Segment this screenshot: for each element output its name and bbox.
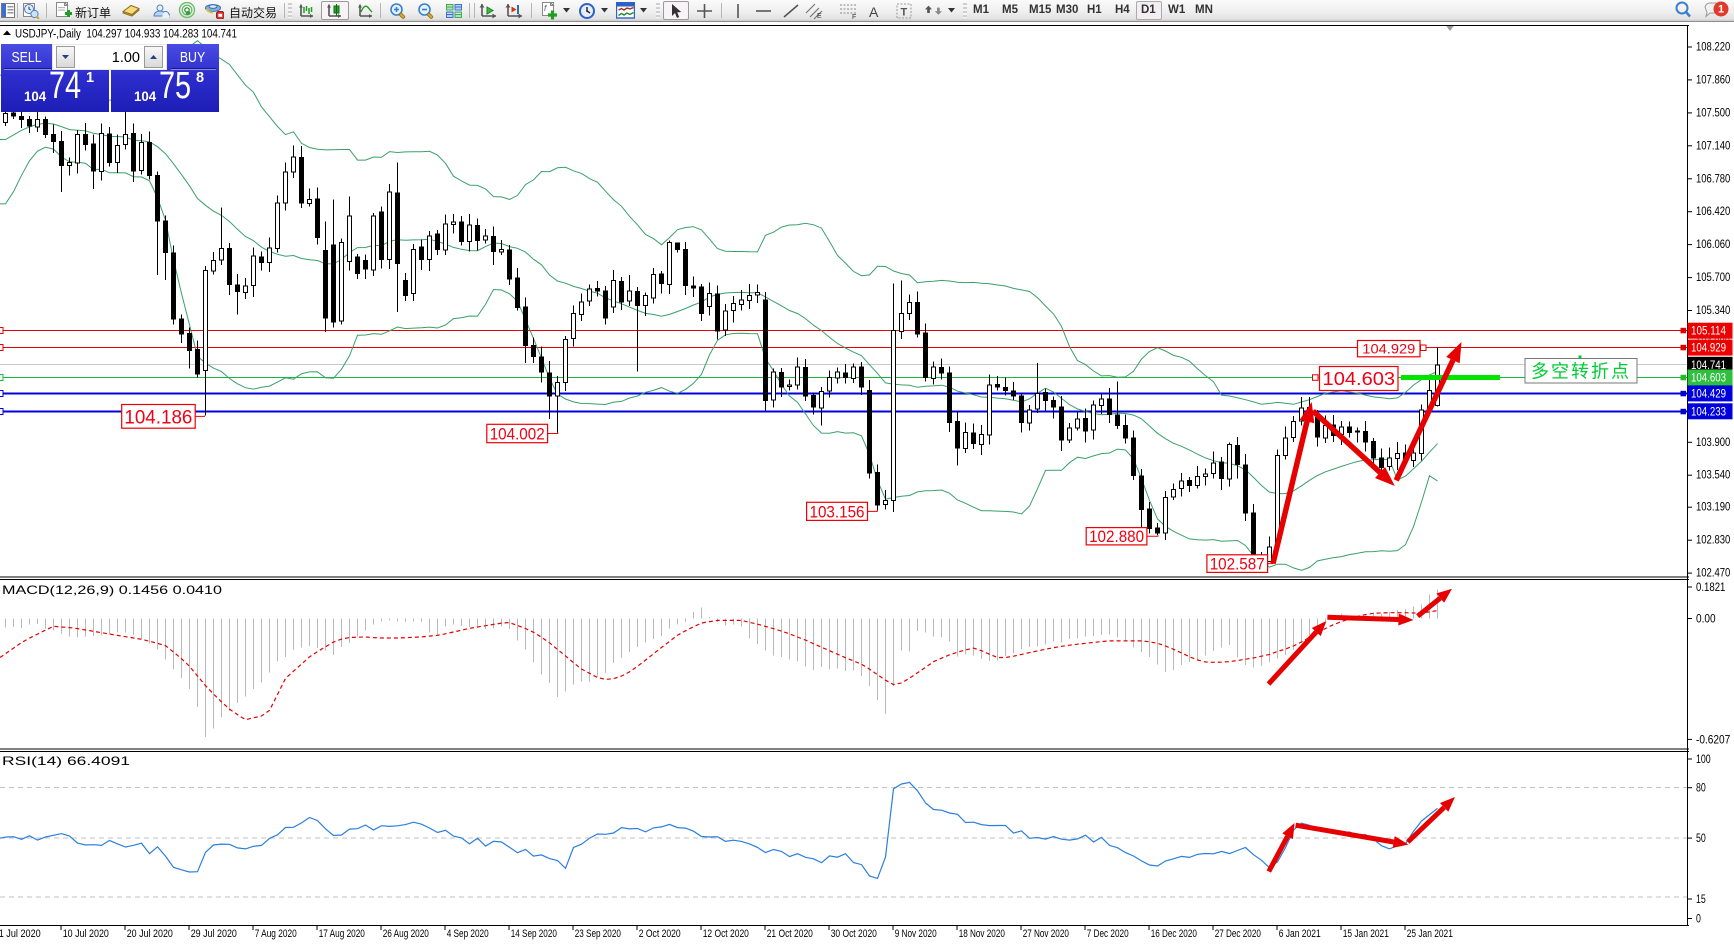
svg-text:7 Dec 2020: 7 Dec 2020: [1087, 928, 1129, 940]
svg-text:25 Jan 2021: 25 Jan 2021: [1407, 928, 1453, 940]
svg-text:20 Jul 2020: 20 Jul 2020: [127, 928, 173, 940]
svg-text:102.470: 102.470: [1696, 568, 1730, 580]
svg-text:105.114: 105.114: [1691, 326, 1727, 338]
svg-text:102.830: 102.830: [1696, 535, 1730, 547]
svg-text:MACD(12,26,9) 0.1456 0.0410: MACD(12,26,9) 0.1456 0.0410: [2, 583, 222, 597]
svg-text:21 Oct 2020: 21 Oct 2020: [767, 928, 813, 940]
svg-text:50: 50: [1696, 833, 1706, 845]
svg-text:-0.6207: -0.6207: [1696, 734, 1730, 746]
svg-text:T: T: [901, 7, 908, 19]
svg-text:104.002: 104.002: [490, 425, 545, 443]
svg-text:16 Dec 2020: 16 Dec 2020: [1151, 928, 1197, 940]
svg-text:F: F: [852, 14, 856, 20]
svg-text:1 Jul 2020: 1 Jul 2020: [0, 928, 41, 940]
svg-text:2 Oct 2020: 2 Oct 2020: [639, 928, 681, 940]
svg-text:107.500: 107.500: [1696, 107, 1730, 119]
svg-text:102.587: 102.587: [1210, 556, 1265, 574]
svg-text:80: 80: [1696, 783, 1706, 795]
svg-text:100: 100: [1696, 754, 1711, 766]
svg-text:107.140: 107.140: [1696, 140, 1730, 152]
svg-text:106.060: 106.060: [1696, 239, 1730, 251]
svg-text:12 Oct 2020: 12 Oct 2020: [703, 928, 749, 940]
svg-text:23 Sep 2020: 23 Sep 2020: [575, 928, 621, 940]
svg-text:6 Jan 2021: 6 Jan 2021: [1279, 928, 1321, 940]
svg-text:0.1821: 0.1821: [1696, 582, 1725, 594]
svg-text:106.780: 106.780: [1696, 173, 1730, 185]
svg-text:104.929: 104.929: [1362, 342, 1415, 357]
svg-text:0: 0: [1696, 914, 1701, 926]
svg-text:104.233: 104.233: [1691, 406, 1726, 418]
svg-text:29 Jul 2020: 29 Jul 2020: [191, 928, 237, 940]
svg-text:104.929: 104.929: [1691, 343, 1726, 355]
svg-text:9 Nov 2020: 9 Nov 2020: [895, 928, 937, 940]
svg-text:104.603: 104.603: [1691, 373, 1726, 385]
svg-text:104.603: 104.603: [1323, 369, 1396, 389]
svg-text:多空转折点: 多空转折点: [1531, 362, 1631, 382]
svg-text:10 Jul 2020: 10 Jul 2020: [63, 928, 109, 940]
svg-text:30 Oct 2020: 30 Oct 2020: [831, 928, 877, 940]
svg-text:0.00: 0.00: [1696, 614, 1716, 626]
svg-text:7 Aug 2020: 7 Aug 2020: [255, 928, 297, 940]
svg-text:1: 1: [1718, 4, 1724, 16]
svg-text:105.340: 105.340: [1696, 305, 1730, 317]
svg-text:18 Nov 2020: 18 Nov 2020: [959, 928, 1005, 940]
svg-text:RSI(14) 66.4091: RSI(14) 66.4091: [2, 754, 130, 768]
svg-text:26 Aug 2020: 26 Aug 2020: [383, 928, 429, 940]
svg-text:103.156: 103.156: [810, 503, 865, 521]
svg-text:14 Sep 2020: 14 Sep 2020: [511, 928, 557, 940]
svg-text:103.540: 103.540: [1696, 470, 1730, 482]
svg-text:103.190: 103.190: [1696, 502, 1730, 514]
svg-text:104.429: 104.429: [1691, 388, 1726, 400]
svg-text:USDJPY-,Daily 104.297 104.933: USDJPY-,Daily 104.297 104.933 104.283 10…: [15, 29, 237, 41]
svg-text:E: E: [817, 13, 822, 20]
svg-text:102.880: 102.880: [1089, 528, 1144, 546]
svg-text:15 Jan 2021: 15 Jan 2021: [1343, 928, 1389, 940]
svg-text:27 Nov 2020: 27 Nov 2020: [1023, 928, 1069, 940]
svg-text:4 Sep 2020: 4 Sep 2020: [447, 928, 489, 940]
svg-text:106.420: 106.420: [1696, 206, 1730, 218]
svg-text:f: f: [544, 4, 547, 13]
svg-text:27 Dec 2020: 27 Dec 2020: [1215, 928, 1261, 940]
svg-text:105.700: 105.700: [1696, 272, 1730, 284]
svg-text:103.900: 103.900: [1696, 437, 1730, 449]
svg-text:107.860: 107.860: [1696, 74, 1730, 86]
svg-text:104.186: 104.186: [124, 406, 192, 428]
svg-text:104.741: 104.741: [1691, 360, 1726, 372]
svg-text:17 Aug 2020: 17 Aug 2020: [319, 928, 365, 940]
svg-text:15: 15: [1696, 894, 1706, 906]
svg-text:108.220: 108.220: [1696, 42, 1730, 54]
